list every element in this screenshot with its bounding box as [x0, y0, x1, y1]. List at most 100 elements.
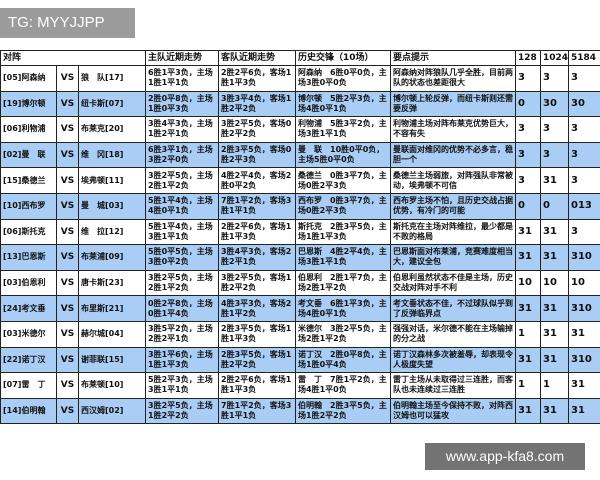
column-header: 主队近期走势 — [145, 50, 219, 66]
table-row: [05]阿森纳 VS 狼 队[17] 6胜1平3负，主场1胜1平1负 2胜2平6负，客场… — [0, 65, 600, 92]
table-cell: [22]诺丁汉 — [0, 346, 57, 374]
column-header: 要点提示 — [390, 50, 516, 66]
table-cell: 西布罗 0胜3平7负，主场0胜2平3负 — [295, 192, 391, 220]
column-header: 客队近期走势 — [218, 50, 296, 66]
table-cell: 1 — [515, 372, 541, 399]
table-cell: 纽卡斯[07] — [78, 90, 146, 118]
column-header: 对阵 — [0, 50, 146, 66]
table-cell: 诺丁汉森林多次被羞辱，却表现令人极度失望 — [390, 346, 516, 374]
table-cell: 3胜5平2负，主场2胜2平1负 — [145, 320, 219, 348]
table-cell: [13]巴恩斯 — [0, 244, 57, 271]
table-cell: 31 — [540, 346, 569, 374]
table-cell: 3胜1平6负，主场1胜1平3负 — [145, 346, 219, 374]
table-cell: 3胜2平5负，客场1胜2平2负 — [218, 269, 296, 297]
table-cell: 31 — [540, 295, 569, 322]
table-cell: 巴恩斯 4胜2平4负，主场3胜1平1负 — [295, 244, 391, 271]
header-row: 对阵 主队近期走势 客队近期走势 历史交锋（10场） 要点提示 128 1024 5184 — [0, 50, 600, 66]
table-cell: 2胜0平8负，主场1胜0平3负 — [145, 90, 219, 118]
table-cell: VS — [56, 116, 79, 143]
table-cell: VS — [56, 269, 79, 297]
table-cell: [07]雷 丁 — [0, 372, 57, 399]
table-body: [05]阿森纳 VS 狼 队[17] 6胜1平3负，主场1胜1平1负 2胜2平6负，客场… — [0, 65, 600, 425]
column-header: 128 — [515, 50, 541, 66]
table-cell: 伯明翰 2胜3平5负，主场1胜2平2负 — [295, 397, 391, 425]
table-cell: VS — [56, 192, 79, 220]
table-cell: 013 — [568, 192, 600, 220]
table-cell: 埃弗顿[11] — [78, 167, 146, 194]
table-cell: 310 — [568, 346, 600, 374]
table-cell: [14]伯明翰 — [0, 397, 57, 425]
table-cell: 3 — [540, 116, 569, 143]
table-row: [06]利物浦 VS 布莱克[20] 3胜4平3负，主场1胜2平1负 3胜2平5负，客场… — [0, 116, 600, 143]
table-cell: 阿森纳对阵狼队几乎全胜，目前两队的状态也差距很大 — [390, 65, 516, 92]
table-cell: 31 — [540, 167, 569, 194]
table-cell: 3 — [568, 65, 600, 92]
table-cell: 巴恩斯面对布莱浦，竞赛难度相当大，建议全包 — [390, 244, 516, 271]
table-cell: 曼联面对维冈的优势不必多言，稳胆一个 — [390, 141, 516, 169]
table-cell: 布莱浦[09] — [78, 244, 146, 271]
table-cell: 伯恩利 2胜1平7负，主场2胜1平2负 — [295, 269, 391, 297]
table-cell: 3胜2平5负，主场2胜1平2负 — [145, 167, 219, 194]
table-cell: [19]博尔顿 — [0, 90, 57, 118]
table-cell: 30 — [540, 90, 569, 118]
table-row: [02]曼 联 VS 维 冈[18] 6胜3平1负，主场3胜2平0负 2胜3平5负，客场… — [0, 141, 600, 169]
table-cell: 4胜2平4负，客场2胜0平2负 — [218, 167, 296, 194]
table-cell: 3胜4平3负，主场1胜2平1负 — [145, 116, 219, 143]
table-cell: 桑德兰主场弱旅，对阵强队非常被动，埃弗顿不可信 — [390, 167, 516, 194]
column-header: 5184 — [568, 50, 600, 66]
table-row: [03]伯恩利 VS 唐卡斯[23] 3胜2平5负，主场2胜1平2负 3胜2平5负，客场… — [0, 269, 600, 297]
table-row: [24]考文垂 VS 布里斯[21] 0胜2平8负，主场0胜1平4负 4胜3平3负，客场… — [0, 295, 600, 322]
table-cell: 31 — [515, 218, 541, 246]
table-cell: [02]曼 联 — [0, 141, 57, 169]
table-cell: VS — [56, 320, 79, 348]
table-cell: 3 — [568, 141, 600, 169]
table-cell: 7胜1平2负，客场3胜1平1负 — [218, 192, 296, 220]
table-cell: 3 — [515, 167, 541, 194]
table-row: [22]诺丁汉 VS 谢菲联[15] 3胜1平6负，主场1胜1平3负 2胜3平5负，客场… — [0, 346, 600, 374]
table-cell: 伯恩利虽然状态不佳是主场，历史交战对阵对手不利 — [390, 269, 516, 297]
table-row: [07]雷 丁 VS 布莱顿[10] 5胜2平3负，主场3胜1平1负 2胜2平6负，客场… — [0, 372, 600, 399]
table-cell: 维 冈[18] — [78, 141, 146, 169]
table-cell: 2胜2平6负，客场1胜1平3负 — [218, 372, 296, 399]
table-cell: 3 — [540, 65, 569, 92]
table-cell: 斯托克 2胜3平5负，主场1胜1平3负 — [295, 218, 391, 246]
table-cell: 考文垂 6胜1平3负，主场4胜0平1负 — [295, 295, 391, 322]
table-cell: 31 — [515, 397, 541, 425]
table-cell: 3胜4平3负，客场2胜2平1负 — [218, 244, 296, 271]
table-cell: 博尔顿上轮反弹，而纽卡斯则还需要反弹 — [390, 90, 516, 118]
table-cell: 3胜2平5负，主场1胜2平2负 — [145, 397, 219, 425]
table-cell: 5胜1平4负，主场3胜1平1负 — [145, 218, 219, 246]
table-cell: [03]米德尔 — [0, 320, 57, 348]
table-cell: 0 — [515, 90, 541, 118]
table-cell: [24]考文垂 — [0, 295, 57, 322]
table-cell: 桑德兰 0胜3平7负，主场0胜2平3负 — [295, 167, 391, 194]
table-cell: [10]西布罗 — [0, 192, 57, 220]
table-cell: 3 — [568, 167, 600, 194]
table-cell: 布里斯[21] — [78, 295, 146, 322]
table-cell: 31 — [568, 320, 600, 348]
table-cell: 曼 城[03] — [78, 192, 146, 220]
table-cell: 3 — [568, 218, 600, 246]
watermark: www.app-kfa8.com — [425, 443, 585, 470]
table-cell: 3 — [515, 141, 541, 169]
table-cell: 4胜3平3负，客场2胜1平2负 — [218, 295, 296, 322]
table-cell: 310 — [568, 244, 600, 271]
table-cell: 31 — [568, 397, 600, 425]
table-cell: 唐卡斯[23] — [78, 269, 146, 297]
column-header: 1024 — [540, 50, 569, 66]
table-cell: 雷丁主场从未取得过三连胜，而客队也未连续过三连胜 — [390, 372, 516, 399]
table-cell: 1 — [515, 320, 541, 348]
table-cell: 6胜3平1负，主场3胜2平0负 — [145, 141, 219, 169]
table-cell: [06]利物浦 — [0, 116, 57, 143]
table-cell: 31 — [515, 295, 541, 322]
table-cell: 7胜1平2负，客场3胜1平1负 — [218, 397, 296, 425]
table-cell: 强强对话，米尔德不能在主场输掉的分之战 — [390, 320, 516, 348]
table-cell: 31 — [540, 320, 569, 348]
table-cell: 赫尔城[04] — [78, 320, 146, 348]
table-cell: VS — [56, 346, 79, 374]
column-header: 历史交锋（10场） — [295, 50, 391, 66]
table-cell: 3胜3平4负，客场1胜2平2负 — [218, 90, 296, 118]
table-cell: 10 — [568, 269, 600, 297]
table-cell: 考文垂状态不佳，不过球队似乎到了反弹临界点 — [390, 295, 516, 322]
